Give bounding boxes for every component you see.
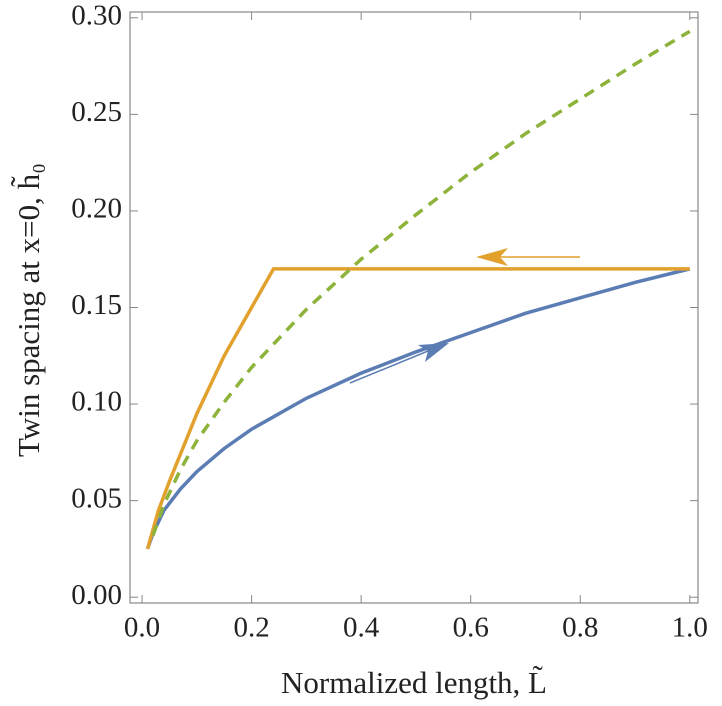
y-tick-label: 0.25 (71, 96, 122, 128)
series-line (151, 29, 691, 536)
x-tick-label: 0.6 (453, 612, 489, 644)
y-axis-label: Twin spacing at x=0, h̃₀ (11, 163, 46, 457)
orange-arrow (476, 248, 580, 266)
blue-arrow (349, 343, 449, 384)
y-tick-label: 0.15 (71, 289, 122, 321)
y-tick-label: 0.20 (71, 193, 122, 225)
x-tick-label: 0.8 (562, 612, 598, 644)
y-tick-label: 0.00 (71, 579, 122, 611)
x-axis-label: Normalized length, L̃ (281, 665, 547, 700)
y-tick-label: 0.10 (71, 386, 122, 418)
x-tick-label: 0.4 (343, 612, 380, 644)
series-line (145, 267, 691, 550)
x-tick-label: 1.0 (672, 612, 708, 644)
x-tick-label: 0.2 (233, 612, 269, 644)
y-tick-label: 0.30 (71, 0, 122, 31)
series-line (145, 267, 690, 550)
plot-frame (129, 11, 699, 604)
x-tick-label: 0.0 (124, 612, 160, 644)
y-tick-label: 0.05 (71, 482, 122, 514)
